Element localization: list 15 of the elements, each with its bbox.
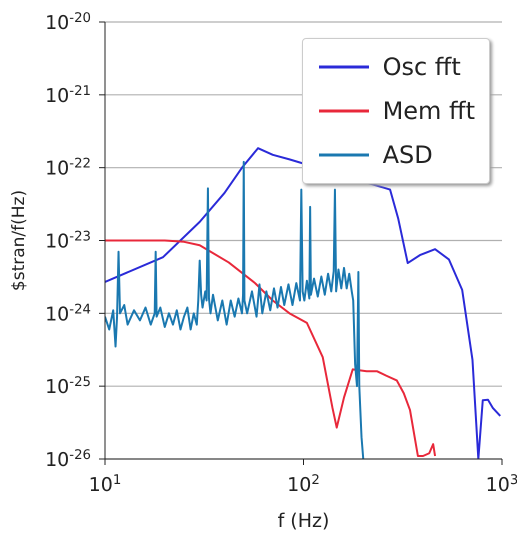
x-tick-label: 10$^{3}$: [486, 472, 517, 496]
y-tick-label: 10$^{-21}$: [45, 83, 91, 107]
legend-label: Mem fft: [382, 96, 475, 127]
y-axis-title: $stran/f(Hz): [9, 190, 30, 292]
legend-label: ASD: [382, 140, 433, 171]
y-tick-label: 10$^{-24}$: [45, 302, 91, 326]
y-tick-label: 10$^{-23}$: [45, 229, 91, 252]
y-tick-label: 10$^{-25}$: [45, 374, 91, 398]
y-tick-label: 10$^{-22}$: [45, 156, 91, 180]
legend-label: Osc fft: [382, 52, 461, 83]
x-axis-title: f (Hz): [278, 510, 330, 532]
y-tick-label: 10$^{-26}$: [45, 448, 91, 471]
y-tick-label: 10$^{-20}$: [45, 10, 91, 34]
x-tick-label: 10$^{2}$: [287, 472, 320, 496]
x-tick-label: 10$^{1}$: [88, 472, 122, 496]
